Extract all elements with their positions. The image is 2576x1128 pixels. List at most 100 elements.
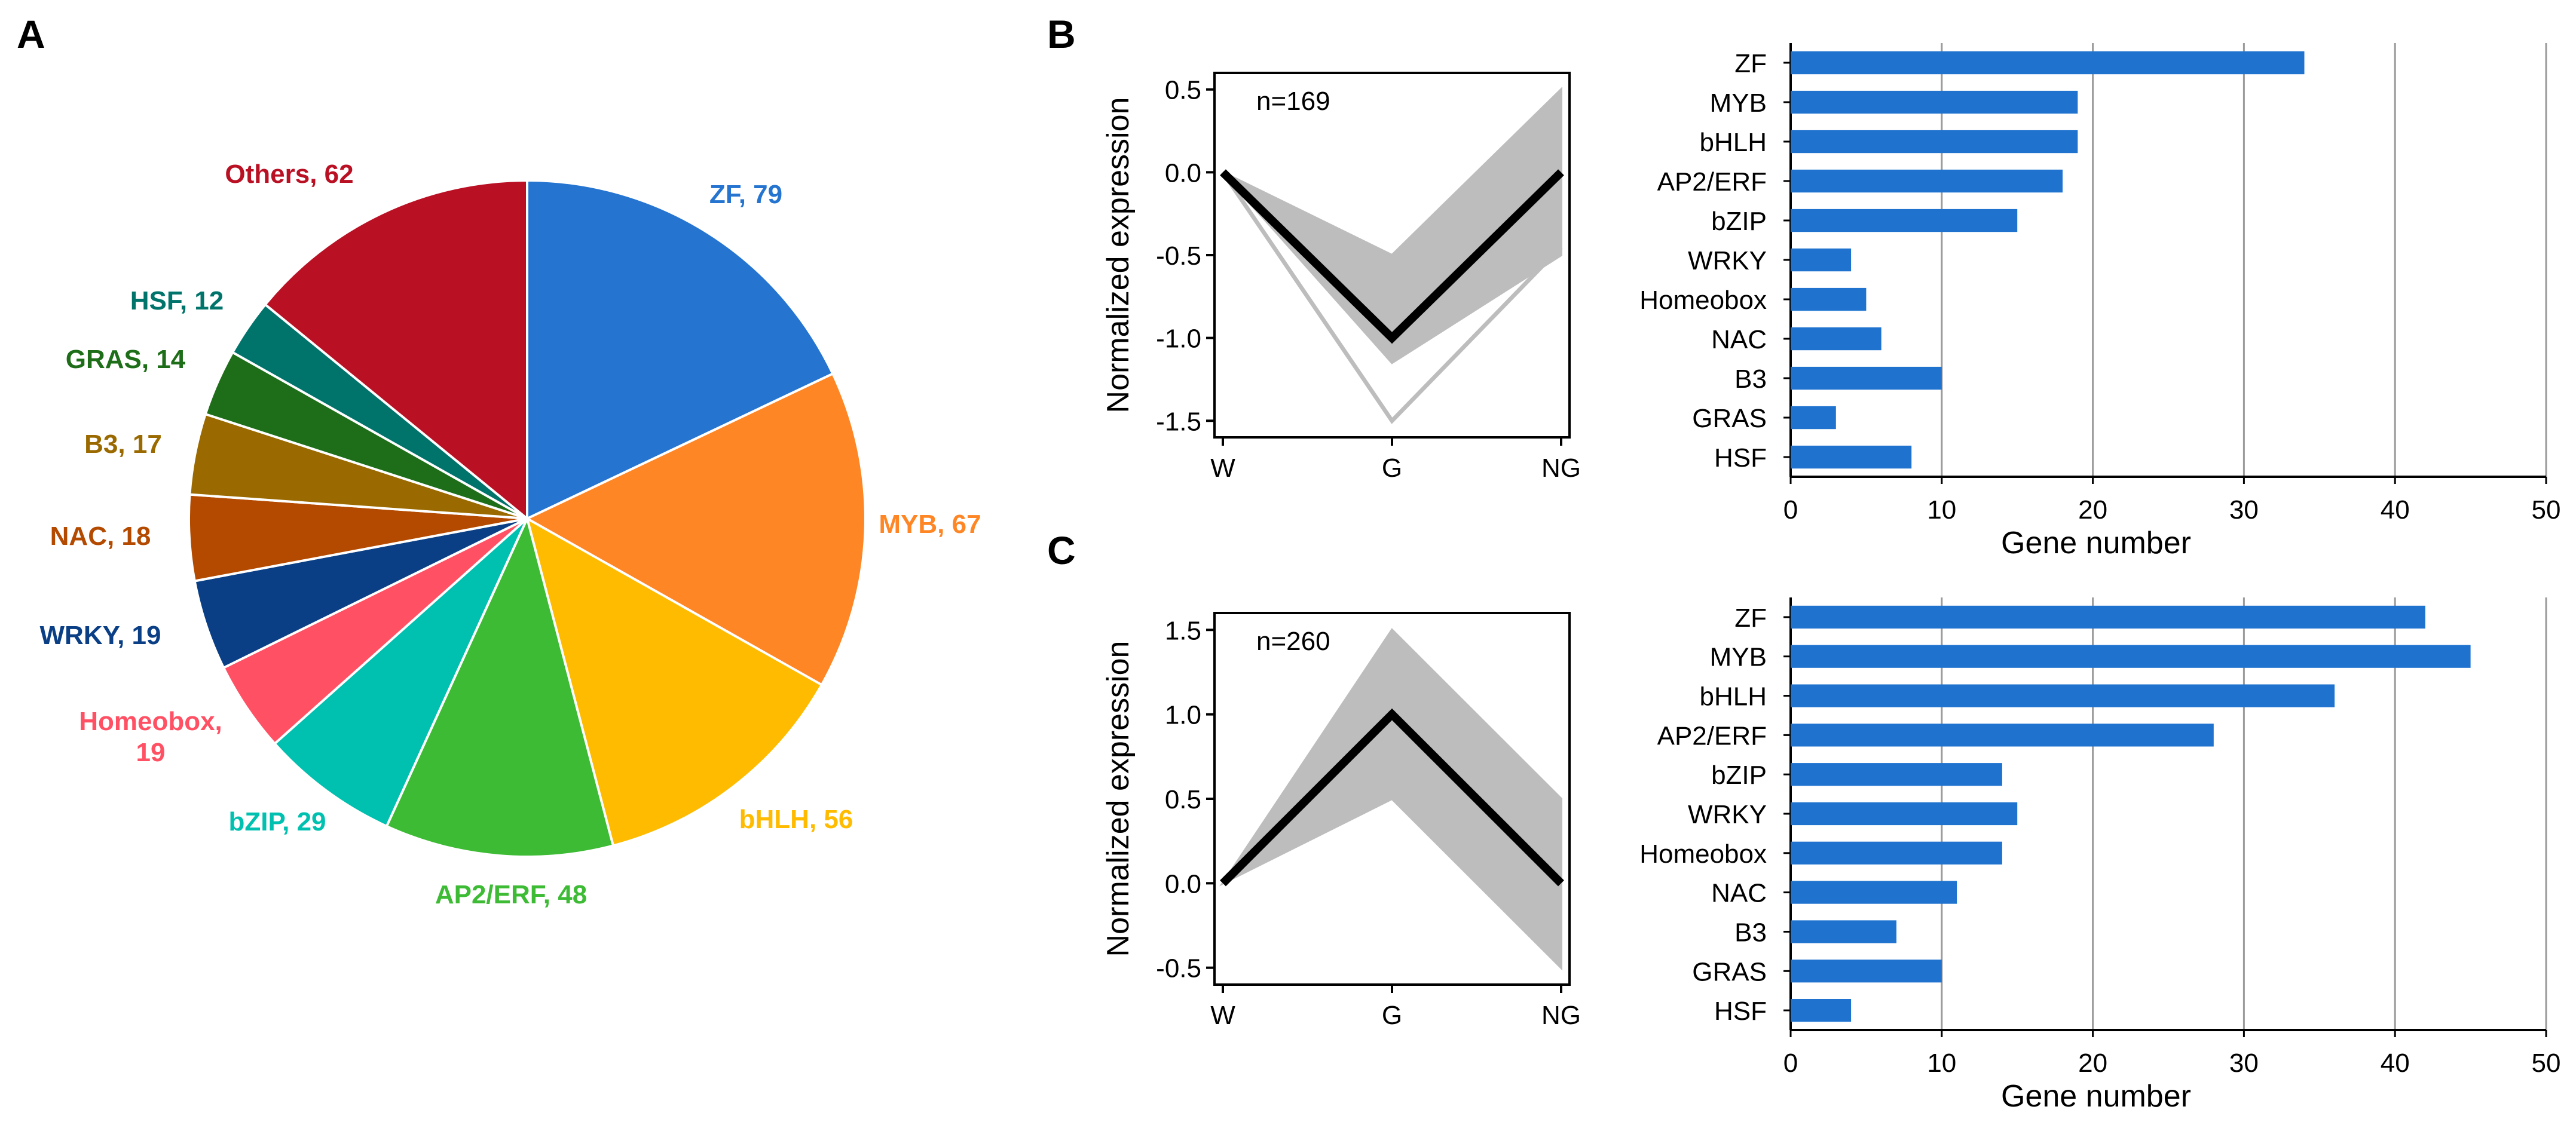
panel-label-a: A bbox=[17, 12, 45, 56]
category-label: MYB bbox=[1710, 643, 1767, 672]
panel-label-b: B bbox=[1047, 12, 1076, 56]
category-label: WRKY bbox=[1688, 800, 1767, 829]
bar-homeobox bbox=[1791, 287, 1867, 311]
y-tick-label: -0.5 bbox=[1156, 241, 1201, 271]
category-label: WRKY bbox=[1688, 246, 1767, 275]
bar-chart-b: 0 10 20 30 40 50 ZF MYB bHLH AP2/ERF bZIP WRKY Homeo… bbox=[1639, 43, 2560, 560]
y-tick-label: 0.5 bbox=[1165, 785, 1201, 814]
y-tick-label: 0.0 bbox=[1165, 869, 1201, 899]
bar-myb bbox=[1791, 645, 2471, 668]
bar-wrky bbox=[1791, 802, 2018, 826]
pie-label-others: Others, 62 bbox=[225, 160, 353, 189]
pie-label-homeobox: Homeobox, bbox=[79, 707, 222, 736]
category-label: ZF bbox=[1734, 603, 1767, 633]
bar-bhlh bbox=[1791, 684, 2335, 707]
bar-ap2-erf bbox=[1791, 724, 2214, 747]
profile-plot-c: 1.5 1.0 0.5 0.0 -0.5 W G NG n=260 Normalized expr… bbox=[1101, 612, 1581, 1030]
bar-gras bbox=[1791, 406, 1836, 430]
pie-slice-bhlh bbox=[525, 516, 824, 847]
x-tick-label: G bbox=[1382, 453, 1402, 483]
pie-slice-zf bbox=[526, 179, 835, 521]
y-tick-label: -1.0 bbox=[1156, 324, 1201, 354]
category-label: NAC bbox=[1711, 879, 1767, 908]
pie-label-count: 19 bbox=[136, 738, 166, 767]
bar-zf bbox=[1791, 51, 2305, 75]
category-label: B3 bbox=[1734, 918, 1767, 947]
x-axis-title: Gene number bbox=[2001, 1079, 2191, 1114]
y-axis-title: Normalized expression bbox=[1101, 97, 1136, 413]
profile-line bbox=[1221, 171, 1563, 424]
category-label: bZIP bbox=[1711, 761, 1767, 790]
x-tick-label: 50 bbox=[2532, 495, 2561, 525]
pie-label-b3: B3, 17 bbox=[84, 430, 162, 459]
pie-label-ap2-erf: AP2/ERF, 48 bbox=[435, 880, 587, 909]
category-label: HSF bbox=[1714, 997, 1767, 1026]
bar-homeobox bbox=[1791, 841, 2002, 865]
bar-ap2-erf bbox=[1791, 169, 2063, 193]
pie-label-myb: MYB, 67 bbox=[879, 510, 981, 539]
pie-chart: ZF, 79 MYB, 67 bHLH, 56 AP2/ERF, 48 bZIP, 29… bbox=[40, 160, 981, 909]
x-tick-label: 40 bbox=[2381, 1049, 2410, 1078]
category-label: GRAS bbox=[1692, 404, 1767, 433]
category-label: bZIP bbox=[1711, 207, 1767, 236]
y-tick-label: 1.5 bbox=[1165, 616, 1201, 645]
x-tick-label: NG bbox=[1541, 1001, 1581, 1030]
pie-slice-others bbox=[263, 179, 528, 522]
y-tick-label: -1.5 bbox=[1156, 407, 1201, 436]
bar-nac bbox=[1791, 881, 1957, 904]
bar-hsf bbox=[1791, 445, 1912, 469]
pie-label-gras: GRAS, 14 bbox=[66, 345, 186, 374]
bar-hsf bbox=[1791, 999, 1852, 1022]
bar-zf bbox=[1791, 605, 2425, 629]
profile-band bbox=[1219, 628, 1562, 971]
category-label: AP2/ERF bbox=[1657, 167, 1767, 197]
profile-mean-line bbox=[1220, 708, 1564, 887]
pie-slice-myb bbox=[524, 372, 867, 687]
pie-label-nac: NAC, 18 bbox=[50, 522, 151, 551]
x-tick-label: G bbox=[1382, 1001, 1402, 1030]
category-label: Homeobox bbox=[1639, 839, 1767, 869]
bar-gras bbox=[1791, 960, 1942, 983]
bar-b3 bbox=[1791, 920, 1896, 943]
bar-bhlh bbox=[1791, 130, 2078, 154]
pie-label-wrky: WRKY, 19 bbox=[40, 621, 161, 650]
category-label: Homeobox bbox=[1639, 286, 1767, 315]
x-tick-label: 10 bbox=[1927, 495, 1956, 525]
category-label: NAC bbox=[1711, 325, 1767, 354]
bar-bzip bbox=[1791, 763, 2002, 786]
pie-label-bhlh: bHLH, 56 bbox=[739, 805, 853, 834]
y-tick-label: 0.5 bbox=[1165, 76, 1201, 105]
panel-label-c: C bbox=[1047, 528, 1076, 572]
y-tick-label: 0.0 bbox=[1165, 158, 1201, 188]
category-label: HSF bbox=[1714, 443, 1767, 473]
pie-label-zf: ZF, 79 bbox=[709, 180, 782, 209]
y-tick-label: 1.0 bbox=[1165, 701, 1201, 730]
x-tick-label: 30 bbox=[2229, 495, 2259, 525]
y-tick-label: -0.5 bbox=[1156, 954, 1201, 983]
x-tick-label: 20 bbox=[2078, 1049, 2107, 1078]
category-label: bHLH bbox=[1700, 128, 1767, 157]
bar-wrky bbox=[1791, 248, 1852, 272]
category-label: ZF bbox=[1734, 49, 1767, 78]
category-label: GRAS bbox=[1692, 957, 1767, 986]
x-tick-label: NG bbox=[1541, 453, 1581, 483]
x-tick-label: 0 bbox=[1783, 495, 1798, 525]
n-annotation: n=169 bbox=[1256, 87, 1330, 116]
pie-label-bzip: bZIP, 29 bbox=[228, 807, 326, 836]
bar-b3 bbox=[1791, 366, 1942, 390]
pie-slice-ap2-erf bbox=[385, 515, 615, 858]
bar-nac bbox=[1791, 327, 1881, 351]
pie-label-hsf: HSF, 12 bbox=[130, 286, 224, 315]
category-label: MYB bbox=[1710, 88, 1767, 118]
x-tick-label: W bbox=[1210, 453, 1235, 483]
bar-myb bbox=[1791, 90, 2078, 114]
category-label: AP2/ERF bbox=[1657, 721, 1767, 750]
bar-chart-c: 0 10 20 30 40 50 ZF MYB bHLH AP2/ERF bZIP WRKY Homeo… bbox=[1639, 597, 2560, 1114]
x-tick-label: 40 bbox=[2381, 495, 2410, 525]
x-tick-label: 30 bbox=[2229, 1049, 2259, 1078]
pie-slice-bzip bbox=[273, 517, 528, 828]
category-label: bHLH bbox=[1700, 682, 1767, 712]
x-axis-title: Gene number bbox=[2001, 526, 2191, 560]
profile-plot-b: 0.5 0.0 -0.5 -1.0 -1.5 W G NG n=169 Normalized ex… bbox=[1101, 72, 1581, 483]
